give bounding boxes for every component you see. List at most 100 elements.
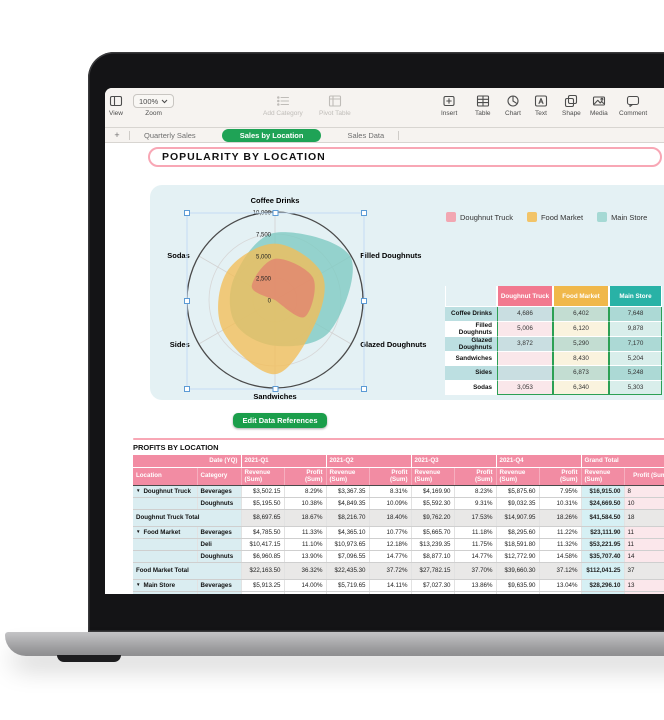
edit-data-references-button[interactable]: Edit Data References [233, 413, 327, 428]
pivot-cell[interactable]: 6,340 [553, 380, 609, 395]
profits-value-cell[interactable]: 14.00% [284, 578, 327, 592]
pivot-cell[interactable]: 3,053 [497, 380, 553, 395]
profits-value-cell[interactable]: $9,032.35 [495, 497, 540, 510]
profits-value-cell[interactable]: 8.31% [369, 484, 412, 498]
profits-value-cell[interactable]: 10.66% [369, 591, 412, 594]
sheet-tab-quarterly-sales[interactable]: Quarterly Sales [144, 130, 196, 140]
disclosure-triangle-icon[interactable]: ▼ [136, 487, 141, 493]
profits-value-cell[interactable]: 10.09% [369, 497, 412, 510]
grand-total-profit-cell[interactable]: 11 [624, 538, 664, 551]
zoom-level-control[interactable]: 100% [133, 94, 175, 108]
profits-value-cell[interactable]: 11.80% [284, 591, 327, 594]
profits-value-cell[interactable]: $4,849.35 [325, 497, 370, 510]
pivot-cell[interactable]: 5,290 [553, 336, 609, 352]
profits-value-cell[interactable]: 36.32% [284, 562, 327, 580]
profits-value-cell[interactable]: $5,913.25 [240, 578, 285, 592]
selection-handle[interactable] [184, 298, 190, 304]
profits-value-cell[interactable]: 11.22% [539, 525, 582, 539]
profits-value-cell[interactable]: 10.38% [284, 497, 327, 510]
grand-total-profit-cell[interactable]: 13 [624, 578, 664, 592]
grand-total-profit-cell[interactable]: 14 [624, 550, 664, 563]
selection-handle[interactable] [184, 386, 190, 392]
profits-value-cell[interactable]: 11.75% [454, 538, 497, 551]
grand-total-profit-cell[interactable]: 10 [624, 497, 664, 510]
profits-value-cell[interactable]: 14.77% [369, 550, 412, 563]
profits-value-cell[interactable]: 13.86% [454, 578, 497, 592]
disclosure-triangle-icon[interactable]: ▼ [136, 581, 141, 587]
profits-value-cell[interactable]: 11.18% [454, 525, 497, 539]
profits-value-cell[interactable]: 11.10% [284, 538, 327, 551]
pivot-cell[interactable] [497, 351, 553, 366]
toolbar-item-zoom[interactable]: 100% Zoom [133, 94, 175, 117]
pivot-cell[interactable]: 6,120 [553, 321, 609, 337]
profits-value-cell[interactable]: $4,169.90 [410, 484, 455, 498]
profits-value-cell[interactable]: 8.23% [454, 484, 497, 498]
toolbar-item-comment[interactable]: Comment [619, 94, 647, 117]
profits-value-cell[interactable]: $6,960.85 [240, 550, 285, 563]
grand-total-revenue-cell[interactable]: $23,111.90 [580, 525, 625, 539]
profits-value-cell[interactable]: 37.12% [539, 562, 582, 580]
grand-total-profit-cell[interactable]: 11 [624, 591, 664, 594]
profits-value-cell[interactable]: $10,417.15 [240, 538, 285, 551]
pivot-cell[interactable]: 9,878 [609, 321, 662, 337]
location-cell[interactable] [133, 550, 198, 563]
pivot-cell[interactable]: 5,006 [497, 321, 553, 337]
profits-value-cell[interactable]: 9.31% [454, 497, 497, 510]
pivot-cell[interactable]: 5,303 [609, 380, 662, 395]
profits-value-cell[interactable]: $18,591.80 [495, 538, 540, 551]
profits-value-cell[interactable]: 10.77% [369, 525, 412, 539]
category-cell[interactable]: Deli [197, 538, 242, 551]
profits-value-cell[interactable]: $9,635.90 [495, 578, 540, 592]
grand-total-profit-cell[interactable]: 8 [624, 484, 664, 498]
selection-handle[interactable] [184, 210, 190, 216]
profits-value-cell[interactable]: $7,027.30 [410, 578, 455, 592]
profits-value-cell[interactable]: 18.40% [369, 509, 412, 527]
grand-total-revenue-cell[interactable]: $52,104.60 [580, 591, 625, 594]
pivot-cell[interactable]: 7,648 [609, 307, 662, 322]
pivot-cell[interactable]: 7,170 [609, 336, 662, 352]
location-cell[interactable] [133, 497, 198, 510]
profits-value-cell[interactable]: 14.11% [369, 578, 412, 592]
selection-handle[interactable] [361, 386, 367, 392]
location-cell[interactable] [133, 591, 198, 594]
profits-value-cell[interactable]: $3,367.35 [325, 484, 370, 498]
profits-value-cell[interactable]: $39,660.30 [495, 562, 540, 580]
profits-value-cell[interactable]: 37.72% [369, 562, 412, 580]
profits-value-cell[interactable]: $3,502.15 [240, 484, 285, 498]
pivot-cell[interactable]: 6,402 [553, 307, 609, 322]
profits-value-cell[interactable]: 7.95% [539, 484, 582, 498]
popularity-pivot-table[interactable]: Doughnut Truck Food Market Main Store Coffe… [445, 286, 662, 395]
selection-handle[interactable] [361, 210, 367, 216]
profits-value-cell[interactable]: $5,875.60 [495, 484, 540, 498]
profits-value-cell[interactable]: 11.33% [284, 525, 327, 539]
location-cell[interactable]: ▼ Main Store [133, 578, 198, 592]
profits-value-cell[interactable]: 18.67% [284, 509, 327, 527]
profits-value-cell[interactable]: $27,782.15 [410, 562, 455, 580]
profits-value-cell[interactable]: $5,195.50 [240, 497, 285, 510]
selection-handle[interactable] [272, 386, 279, 392]
toolbar-item-view[interactable]: View [109, 94, 123, 117]
profits-value-cell[interactable]: 13.90% [284, 550, 327, 563]
category-cell[interactable]: Beverages [197, 578, 242, 592]
disclosure-triangle-icon[interactable]: ▼ [136, 528, 141, 534]
grand-total-profit-cell[interactable]: 37 [624, 562, 664, 580]
profits-value-cell[interactable]: 14.77% [454, 550, 497, 563]
profits-value-cell[interactable]: 11.47% [539, 591, 582, 594]
profits-value-cell[interactable]: $5,719.65 [325, 578, 370, 592]
grand-total-revenue-cell[interactable]: $35,707.40 [580, 550, 625, 563]
grand-total-revenue-cell[interactable]: $24,669.50 [580, 497, 625, 510]
profits-value-cell[interactable]: $7,096.55 [325, 550, 370, 563]
radar-series-doughnut-truck[interactable] [251, 258, 315, 318]
category-cell[interactable]: Doughnuts [197, 497, 242, 510]
profits-value-cell[interactable]: $13,239.35 [410, 538, 455, 551]
profits-value-cell[interactable]: $4,365.10 [325, 525, 370, 539]
profits-value-cell[interactable]: $14,907.95 [495, 509, 540, 527]
location-cell[interactable]: ▼ Food Market [133, 525, 198, 539]
profits-value-cell[interactable]: 11.32% [539, 538, 582, 551]
profits-value-cell[interactable]: $9,599.60 [325, 591, 370, 594]
sheet-tab-sales-by-location[interactable]: Sales by Location [221, 128, 322, 142]
add-sheet-button[interactable]: + [114, 130, 120, 140]
grand-total-revenue-cell[interactable]: $112,041.25 [580, 562, 625, 580]
grand-total-revenue-cell[interactable]: $41,584.50 [580, 509, 625, 527]
